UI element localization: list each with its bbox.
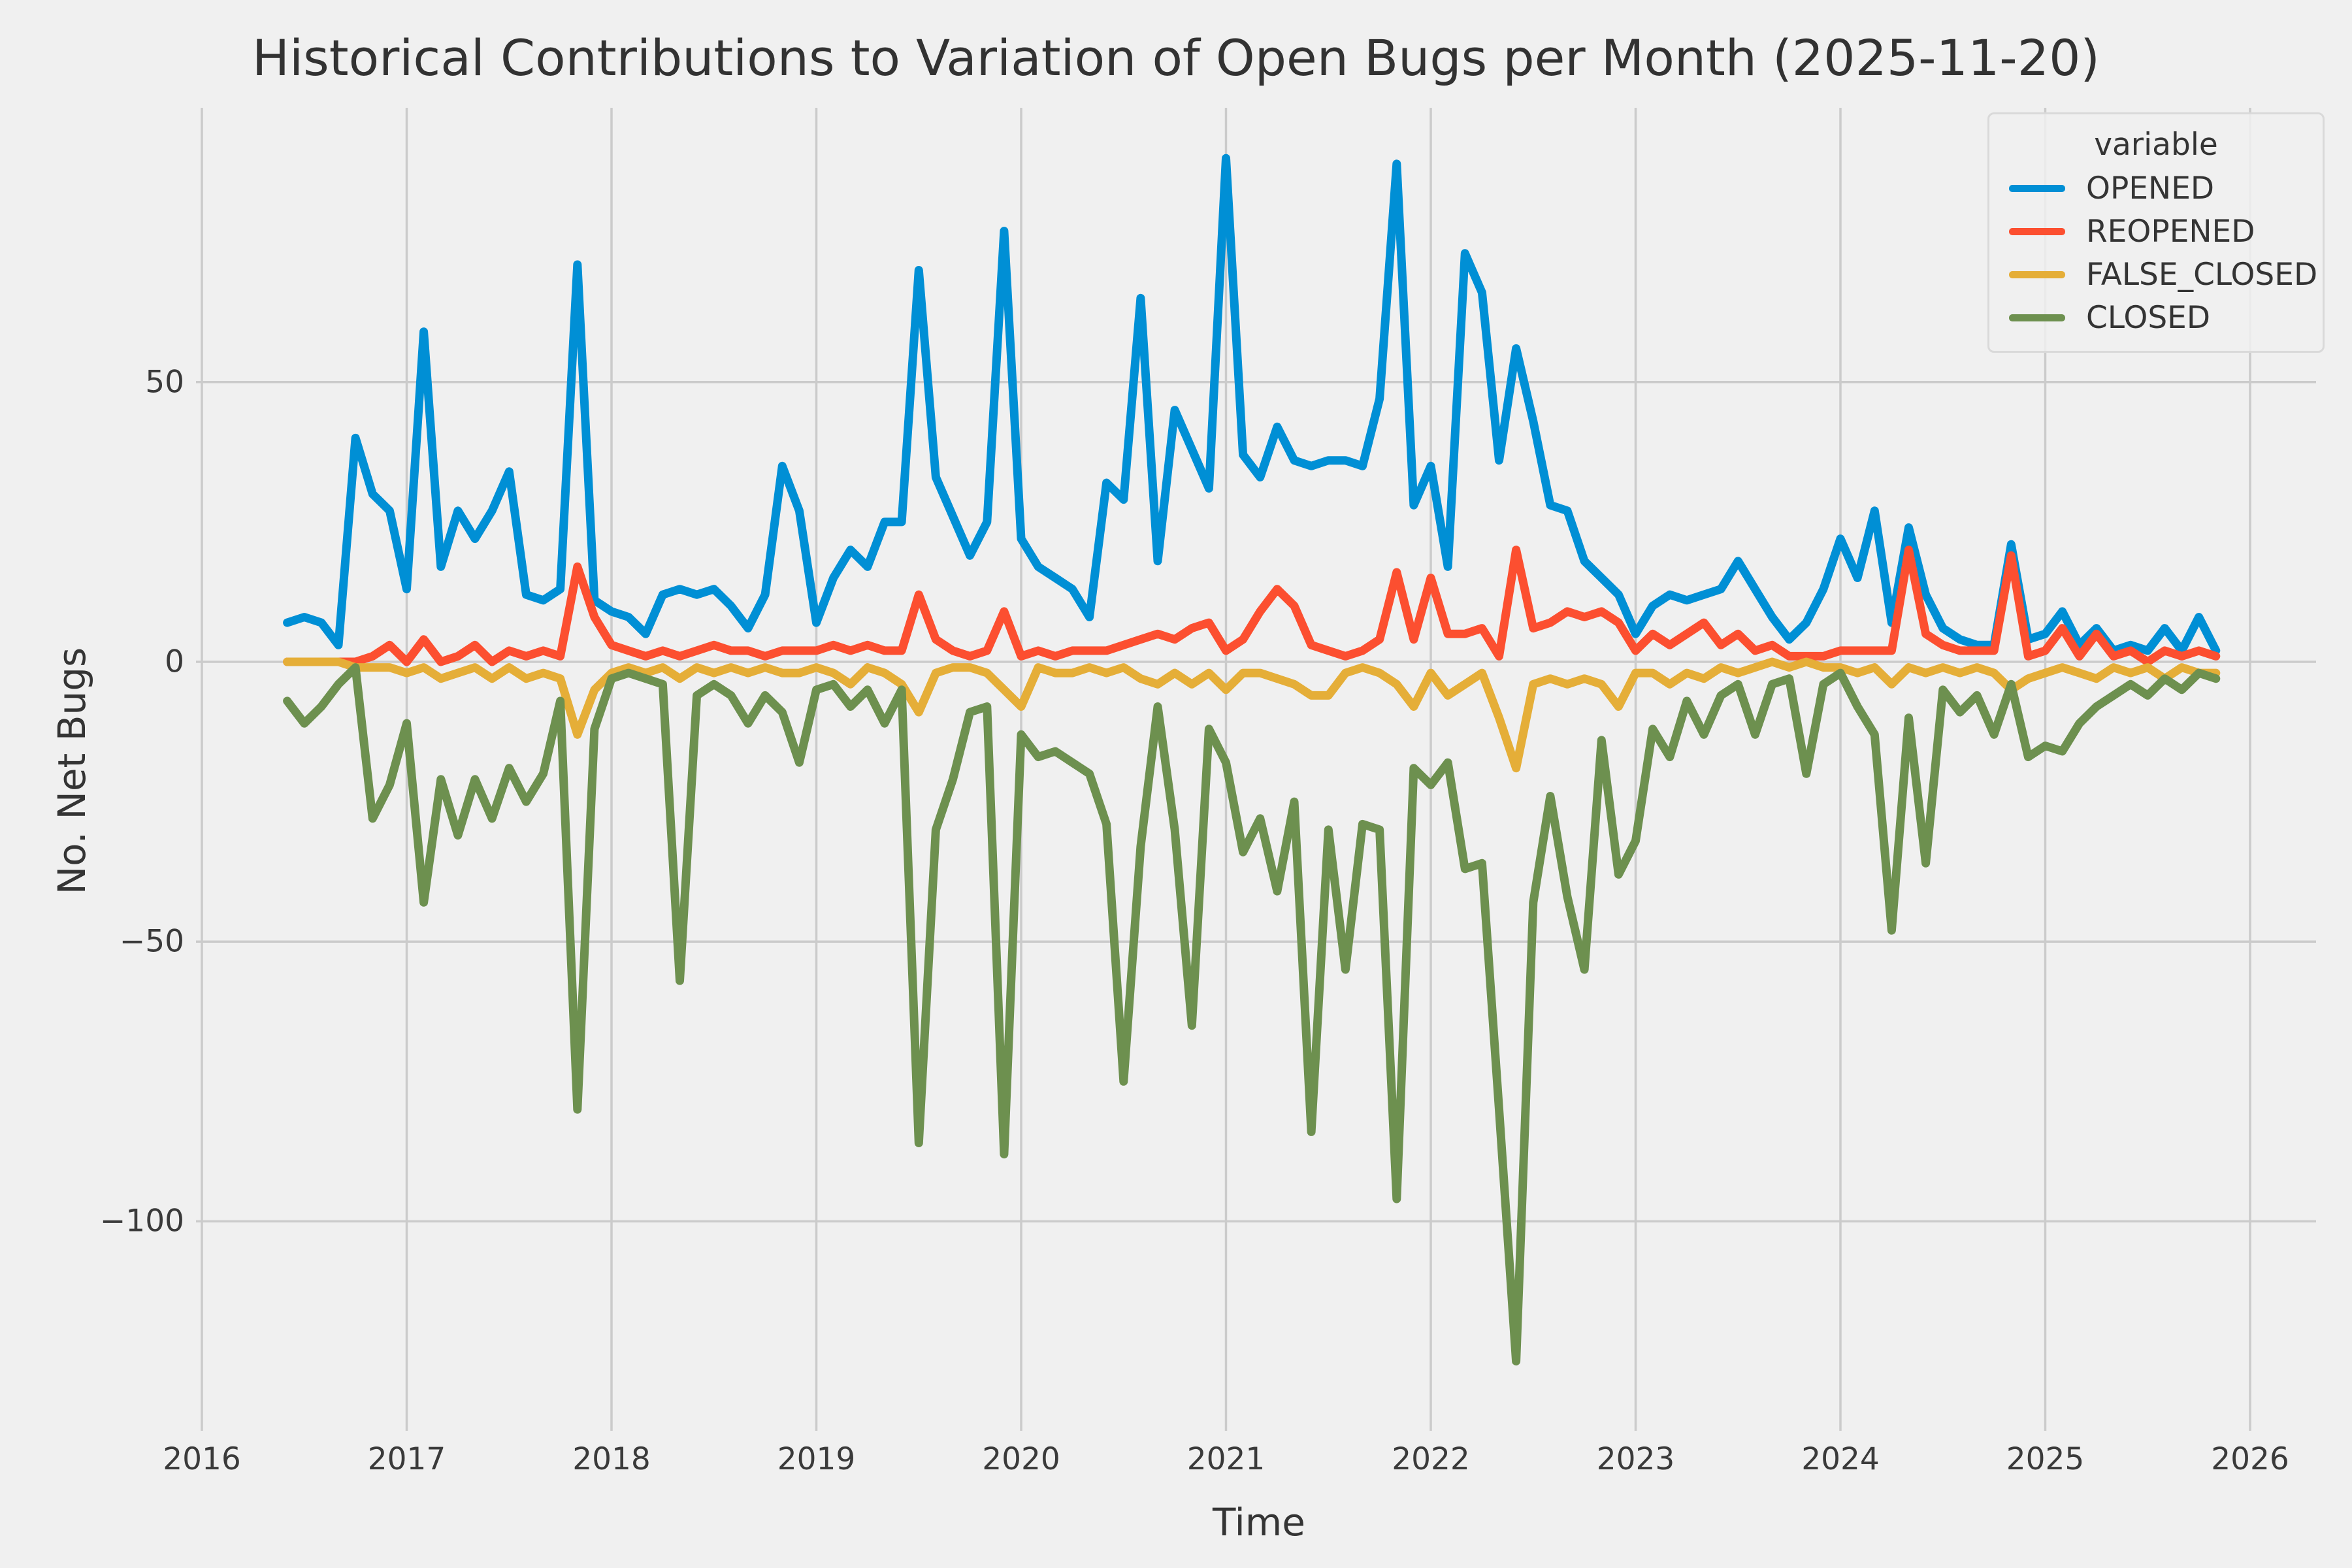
legend-label-reopened: REOPENED [2086,213,2255,250]
x-tick-2022: 2022 [1392,1441,1470,1477]
x-tick-2018: 2018 [572,1441,651,1477]
legend-item-closed: CLOSED [1989,296,2323,339]
legend-title: variable [2094,127,2218,163]
x-tick-2026: 2026 [2211,1441,2289,1477]
x-tick-2016: 2016 [163,1441,241,1477]
x-tick-2025: 2025 [2006,1441,2085,1477]
legend-item-false-closed: FALSE_CLOSED [1989,253,2323,296]
x-tick-2023: 2023 [1596,1441,1675,1477]
legend-label-opened: OPENED [2086,170,2215,206]
y-tick-0: 0 [165,644,184,680]
y-axis-label: No. Net Bugs [50,647,94,895]
x-tick-2020: 2020 [982,1441,1060,1477]
legend-item-opened: OPENED [1989,167,2323,210]
legend-swatch-reopened [2009,227,2065,235]
series-line-closed [283,663,2221,1365]
y-tick--100: −100 [99,1203,184,1239]
series-line-reopened [283,546,2221,666]
y-tick-50: 50 [145,364,184,400]
series-line-opened [283,154,2221,655]
legend-swatch-opened [2009,184,2065,192]
legend-label-closed: CLOSED [2086,299,2211,336]
x-tick-2024: 2024 [1801,1441,1880,1477]
x-tick-2019: 2019 [777,1441,856,1477]
legend-item-reopened: REOPENED [1989,210,2323,253]
series-line-false-closed [283,657,2221,773]
gridlines [196,108,2316,1431]
legend: variable OPENED REOPENED FALSE_CLOSED CL… [1987,112,2325,353]
y-tick--50: −50 [119,923,184,960]
legend-swatch-closed [2009,314,2065,321]
x-axis-label: Time [1213,1500,1305,1544]
x-tick-2017: 2017 [367,1441,446,1477]
chart-title: Historical Contributions to Variation of… [252,29,2100,87]
x-tick-2021: 2021 [1186,1441,1266,1477]
legend-label-false-closed: FALSE_CLOSED [2086,256,2318,293]
legend-swatch-false-closed [2009,270,2065,278]
